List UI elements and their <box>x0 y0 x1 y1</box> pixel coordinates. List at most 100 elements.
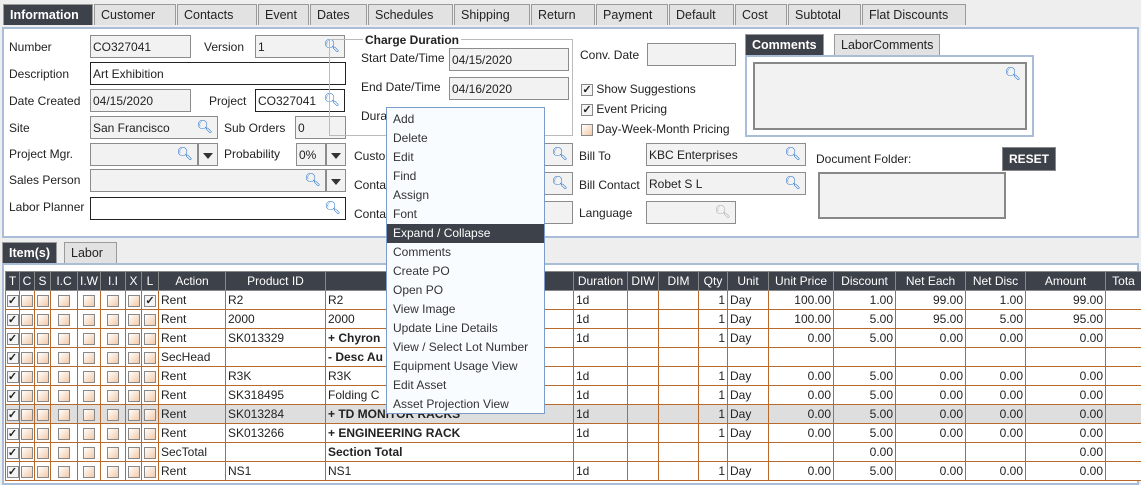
checkbox-unchecked-icon[interactable] <box>107 370 119 383</box>
ne-cell[interactable]: 0.00 <box>895 328 966 348</box>
flag-cell[interactable] <box>141 461 159 481</box>
flag-cell[interactable] <box>125 366 142 386</box>
flag-cell[interactable] <box>50 404 78 424</box>
table-row[interactable]: ✓ ✓ Rent R2 R2 1d 1 Day 100.00 1.00 99.00 1.00 99.00 <box>5 290 1141 310</box>
checkbox-unchecked-icon[interactable] <box>127 408 140 421</box>
column-header[interactable]: I.I <box>100 271 126 291</box>
table-row[interactable]: ✓ SecHead - Desc Au <box>5 347 1141 367</box>
menu-item-find[interactable]: Find <box>393 169 417 183</box>
disc-cell[interactable]: 5.00 <box>833 366 896 386</box>
search-icon[interactable]: 🔍︎ <box>323 38 340 53</box>
menu-item-edit-asset[interactable]: Edit Asset <box>393 378 447 392</box>
search-icon[interactable]: 🔍︎ <box>176 146 193 161</box>
amt-cell[interactable] <box>1025 347 1106 367</box>
dur-cell[interactable] <box>573 442 628 462</box>
checkbox-unchecked-icon[interactable] <box>36 389 49 402</box>
flag-cell[interactable] <box>34 404 51 424</box>
checkbox-unchecked-icon[interactable] <box>127 332 140 345</box>
table-row[interactable]: ✓ Rent SK318495 Folding C 1d 1 Day 0.00 5.00 0.00… <box>5 385 1141 405</box>
menu-item-font[interactable]: Font <box>393 207 418 221</box>
pid-cell[interactable] <box>225 347 326 367</box>
checkbox-unchecked-icon[interactable] <box>58 389 70 402</box>
flag-cell[interactable] <box>141 442 159 462</box>
menu-item-view-select-lot-number[interactable]: View / Select Lot Number <box>393 340 529 354</box>
amt-cell[interactable]: 0.00 <box>1025 423 1106 443</box>
description-field[interactable]: Art Exhibition <box>90 62 346 85</box>
disc-cell[interactable] <box>833 347 896 367</box>
dwm-pricing-checkbox[interactable]: Day-Week-Month Pricing <box>581 122 730 136</box>
checkbox-unchecked-icon[interactable] <box>127 370 140 383</box>
disc-cell[interactable]: 5.00 <box>833 404 896 424</box>
flag-cell[interactable] <box>50 328 78 348</box>
qty-cell[interactable]: 1 <box>698 309 728 329</box>
dur-cell[interactable]: 1d <box>573 461 628 481</box>
checkbox-unchecked-icon[interactable] <box>36 465 49 478</box>
flag-cell[interactable] <box>77 385 101 405</box>
search-icon[interactable]: 🔍︎ <box>714 204 731 219</box>
tot-cell[interactable] <box>1105 366 1141 386</box>
ne-cell[interactable]: 0.00 <box>895 366 966 386</box>
flag-cell[interactable] <box>19 347 35 367</box>
flag-cell[interactable] <box>34 328 51 348</box>
checkbox-unchecked-icon[interactable] <box>21 427 33 440</box>
checkbox-unchecked-icon[interactable] <box>58 427 70 440</box>
flag-cell[interactable] <box>34 366 51 386</box>
diw-cell[interactable] <box>627 442 659 462</box>
checkbox-unchecked-icon[interactable] <box>144 446 156 459</box>
search-icon[interactable]: 🔍︎ <box>551 146 568 161</box>
dur-cell[interactable]: 1d <box>573 385 628 405</box>
tot-cell[interactable] <box>1105 347 1141 367</box>
flag-cell[interactable] <box>100 309 126 329</box>
checkbox-unchecked-icon[interactable] <box>83 389 95 402</box>
checkbox-unchecked-icon[interactable] <box>83 351 95 364</box>
checkbox-unchecked-icon[interactable] <box>127 294 140 307</box>
checkbox-unchecked-icon[interactable] <box>144 465 156 478</box>
action-cell[interactable]: SecHead <box>158 347 226 367</box>
amt-cell[interactable]: 0.00 <box>1025 404 1106 424</box>
tab-information[interactable]: Information <box>3 4 93 25</box>
sub-orders-field[interactable]: 0 <box>295 116 346 139</box>
checkbox-unchecked-icon[interactable] <box>58 332 70 345</box>
flag-cell[interactable] <box>100 442 126 462</box>
checkbox-unchecked-icon[interactable] <box>36 427 49 440</box>
table-row[interactable]: ✓ Rent SK013329 + Chyron 1d 1 Day 0.00 5.00 0.00 0… <box>5 328 1141 348</box>
menu-item-comments[interactable]: Comments <box>393 245 452 259</box>
qty-cell[interactable]: 1 <box>698 461 728 481</box>
menu-item-update-line-details[interactable]: Update Line Details <box>393 321 498 335</box>
amt-cell[interactable]: 95.00 <box>1025 309 1106 329</box>
disc-cell[interactable]: 5.00 <box>833 423 896 443</box>
flag-cell[interactable] <box>100 328 126 348</box>
flag-cell[interactable] <box>125 461 142 481</box>
column-header[interactable]: X <box>125 271 142 291</box>
flag-cell[interactable]: ✓ <box>5 290 20 310</box>
flag-cell[interactable] <box>50 309 78 329</box>
column-header[interactable]: Duration <box>573 271 628 291</box>
diw-cell[interactable] <box>627 309 659 329</box>
checkbox-unchecked-icon[interactable] <box>144 370 156 383</box>
nd-cell[interactable]: 1.00 <box>965 290 1026 310</box>
flag-cell[interactable]: ✓ <box>5 423 20 443</box>
search-icon[interactable]: 🔍︎ <box>784 175 801 190</box>
flag-cell[interactable] <box>141 366 159 386</box>
tab-schedules[interactable]: Schedules <box>368 4 453 25</box>
date-created-field[interactable]: 04/15/2020 <box>90 89 191 112</box>
checkbox-unchecked-icon[interactable] <box>21 389 33 402</box>
amt-cell[interactable]: 0.00 <box>1025 366 1106 386</box>
column-header[interactable]: Action <box>158 271 226 291</box>
probability-dropdown-button[interactable] <box>326 143 346 166</box>
tab-contacts[interactable]: Contacts <box>177 4 257 25</box>
diw-cell[interactable] <box>627 347 659 367</box>
checkbox-checked-icon[interactable]: ✓ <box>6 351 19 364</box>
checkbox-unchecked-icon[interactable] <box>36 446 49 459</box>
flag-cell[interactable]: ✓ <box>5 385 20 405</box>
project-mgr-field[interactable]: 🔍︎ <box>90 143 198 166</box>
flag-cell[interactable] <box>77 423 101 443</box>
checkbox-unchecked-icon[interactable] <box>36 313 49 326</box>
dur-cell[interactable]: 1d <box>573 366 628 386</box>
nd-cell[interactable] <box>965 442 1026 462</box>
checkbox-unchecked-icon[interactable] <box>58 408 70 421</box>
checkbox-unchecked-icon[interactable] <box>36 294 49 307</box>
up-cell[interactable] <box>768 442 834 462</box>
checkbox-unchecked-icon[interactable] <box>107 351 119 364</box>
flag-cell[interactable] <box>77 442 101 462</box>
